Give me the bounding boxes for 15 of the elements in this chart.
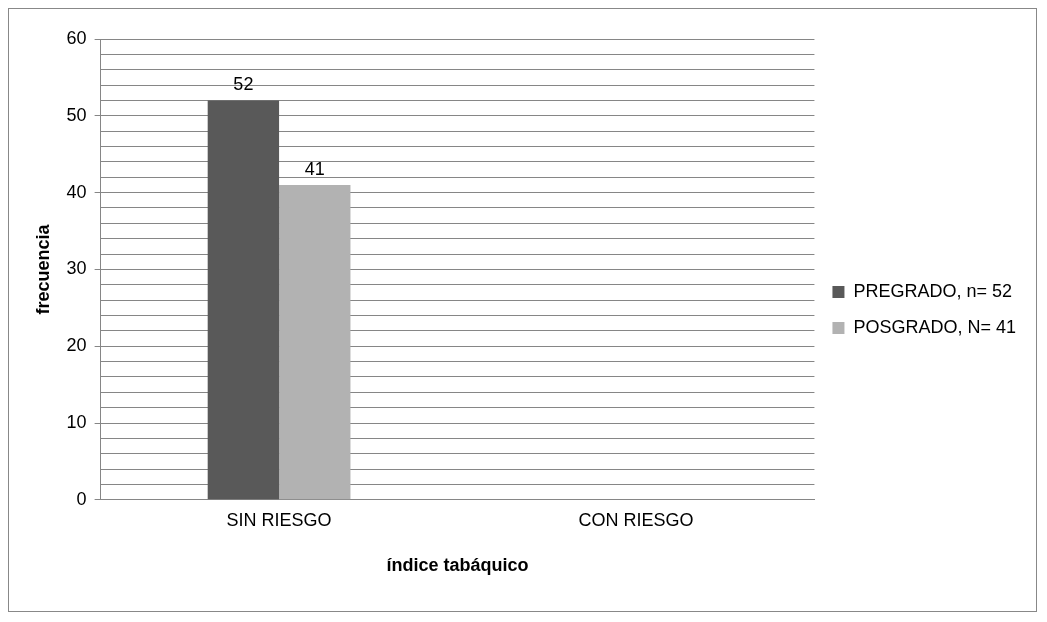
y-tick-label: 40 xyxy=(66,181,87,202)
y-tick-label: 10 xyxy=(66,411,87,432)
y-tick-label: 20 xyxy=(66,335,87,356)
legend-label: POSGRADO, N= 41 xyxy=(853,316,1017,337)
y-tick-label: 0 xyxy=(76,488,87,509)
y-tick-label: 30 xyxy=(66,258,87,279)
data-label: 52 xyxy=(233,74,254,95)
legend-label: PREGRADO, n= 52 xyxy=(853,280,1013,301)
x-tick-label: CON RIESGO xyxy=(578,509,694,530)
y-tick-label: 50 xyxy=(66,104,87,125)
x-axis-title: índice tabáquico xyxy=(386,555,529,576)
x-tick-label: SIN RIESGO xyxy=(226,509,332,530)
data-label: 41 xyxy=(304,158,325,179)
y-tick-label: 60 xyxy=(66,27,87,48)
y-axis-title: frecuencia xyxy=(32,223,53,315)
